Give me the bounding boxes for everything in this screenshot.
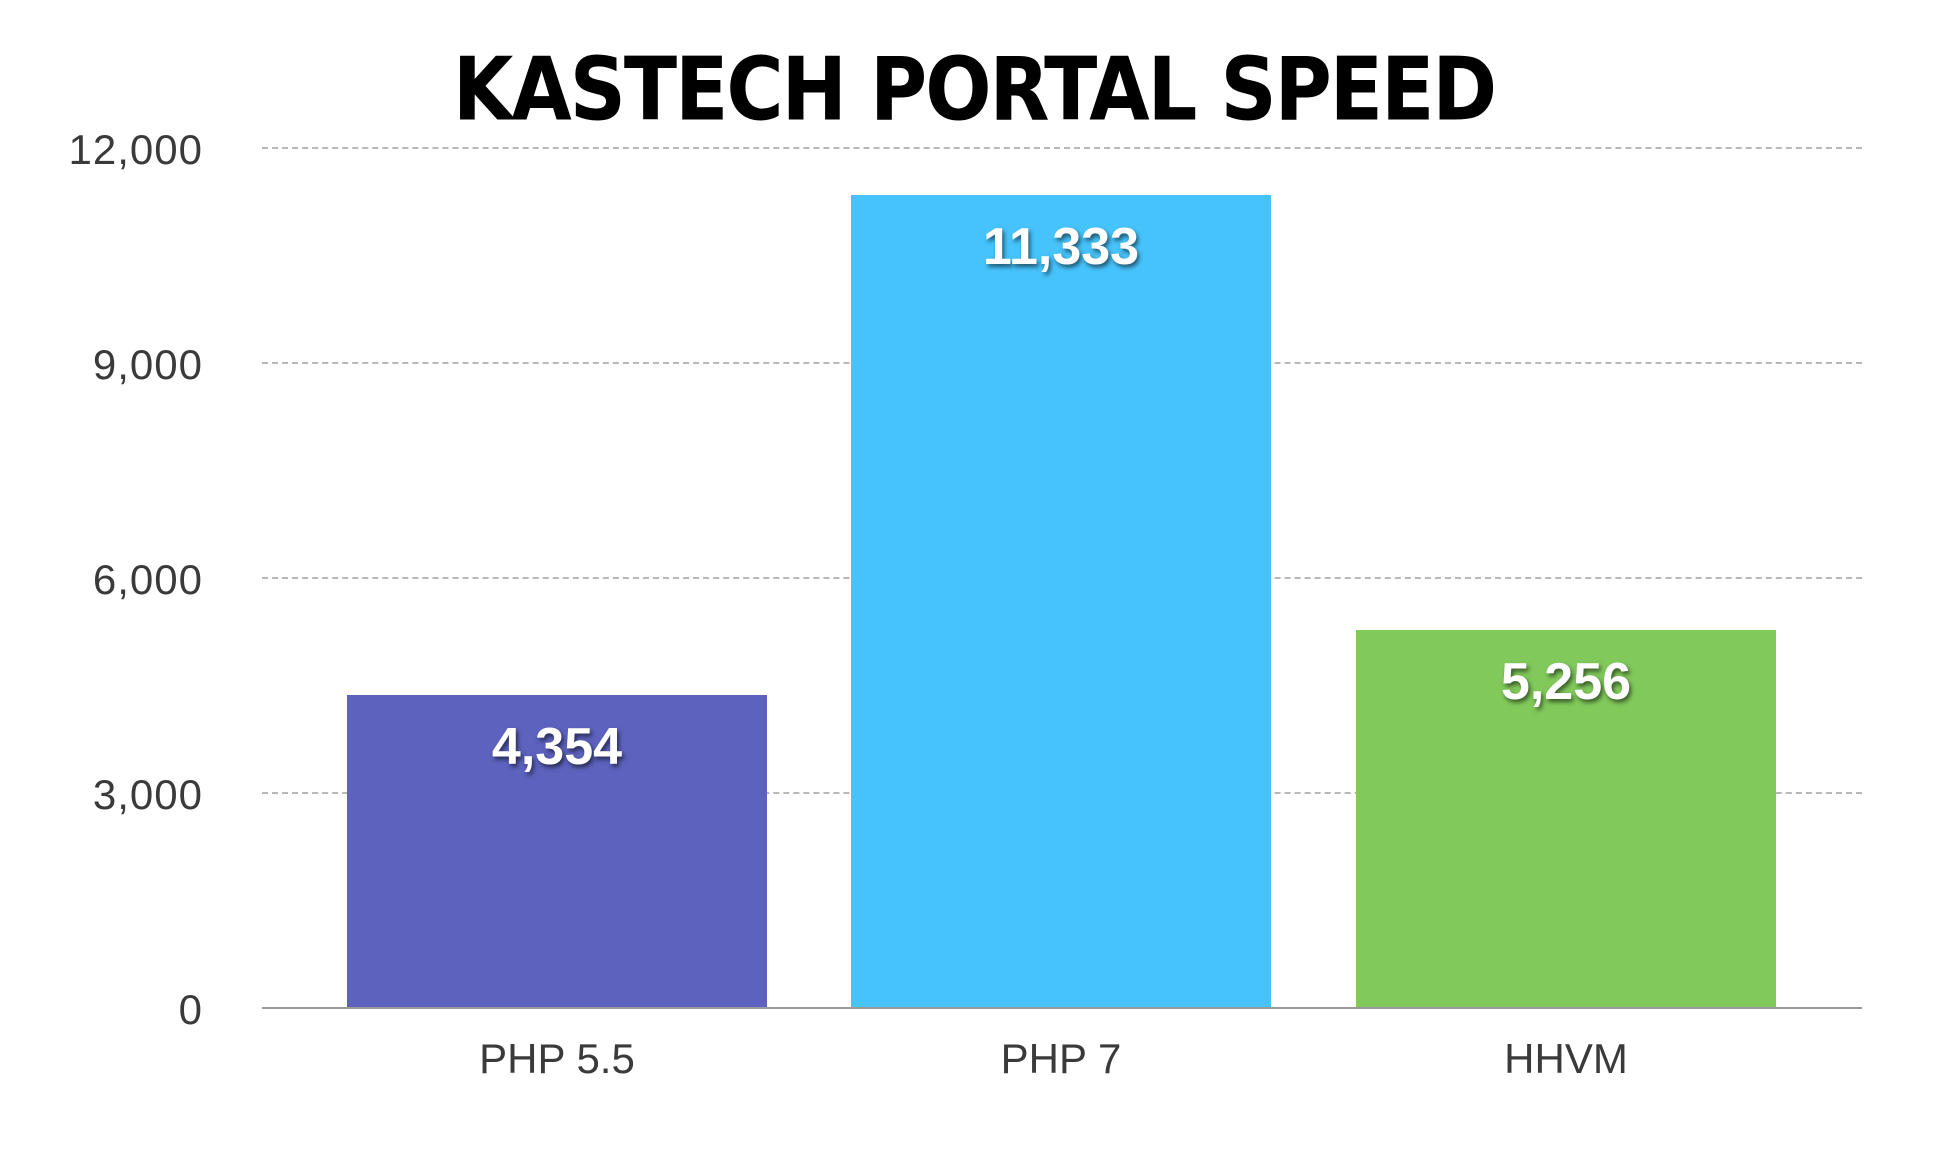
- y-tick-label: 3,000: [92, 771, 203, 818]
- y-tick-label: 6,000: [92, 556, 203, 603]
- bar-php-5-5: 4,354: [347, 694, 767, 1007]
- x-tick-label: HHVM: [1504, 1035, 1628, 1082]
- gridline: [262, 147, 1862, 149]
- bar-hhvm: 5,256: [1356, 630, 1776, 1007]
- bar-value-label: 11,333: [982, 217, 1140, 276]
- x-tick-label: PHP 7: [1000, 1035, 1122, 1082]
- x-axis-line: [262, 1007, 1862, 1009]
- chart-title: KASTECH PORTAL SPEED: [452, 40, 1497, 141]
- x-tick-label: PHP 5.5: [479, 1035, 635, 1082]
- bar-php-7: 11,333: [851, 194, 1271, 1007]
- y-tick-label: 9,000: [92, 341, 203, 388]
- bar-value-label: 4,354: [491, 717, 623, 776]
- bar-value-label: 5,256: [1500, 653, 1632, 712]
- y-tick-label: 12,000: [68, 126, 203, 173]
- y-tick-label: 0: [178, 986, 203, 1033]
